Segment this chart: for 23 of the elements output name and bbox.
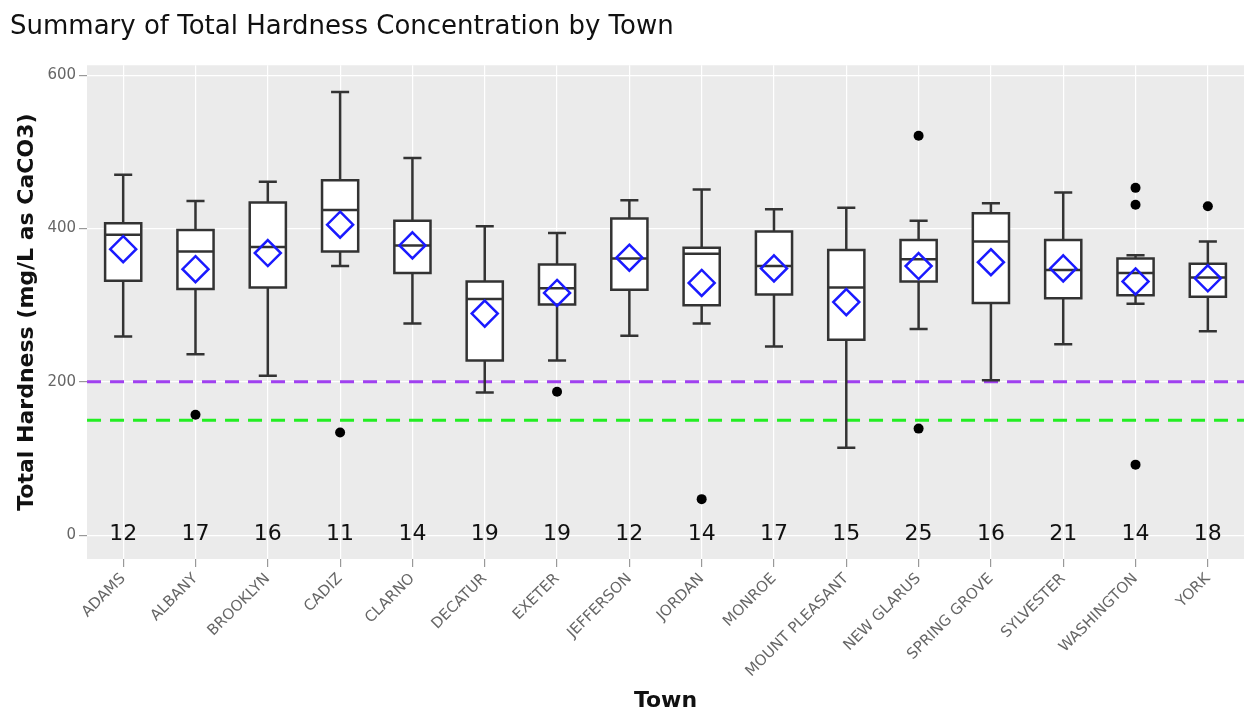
annotation: 21 (1049, 519, 1078, 545)
annotation: 17 (759, 519, 788, 545)
y-axis-title: Total Hardness (mg/L as CaCO3) (12, 113, 38, 511)
y-tick-label: 600 (47, 65, 77, 84)
y-tick-label: 400 (47, 218, 77, 237)
annotation: 17 (181, 519, 210, 545)
annotation: 15 (832, 519, 861, 545)
annotation: 16 (976, 519, 1005, 545)
x-axis-title: Town (633, 686, 698, 712)
annotation: 25 (904, 519, 933, 545)
y-tick-label: 200 (47, 371, 77, 390)
annotation: 19 (470, 519, 499, 545)
annotation: 14 (398, 519, 427, 545)
annotation: 19 (543, 519, 572, 545)
annotation: 18 (1193, 519, 1222, 545)
annotation: 11 (326, 519, 355, 545)
annotation: 16 (253, 519, 282, 545)
annotation: 14 (687, 519, 716, 545)
annotation: 12 (109, 519, 138, 545)
y-tick-label: 0 (66, 525, 77, 544)
chart-title: Summary of Total Hardness Concentration by Town (10, 10, 674, 41)
annotation: 14 (1121, 519, 1150, 545)
annotation: 12 (615, 519, 644, 545)
